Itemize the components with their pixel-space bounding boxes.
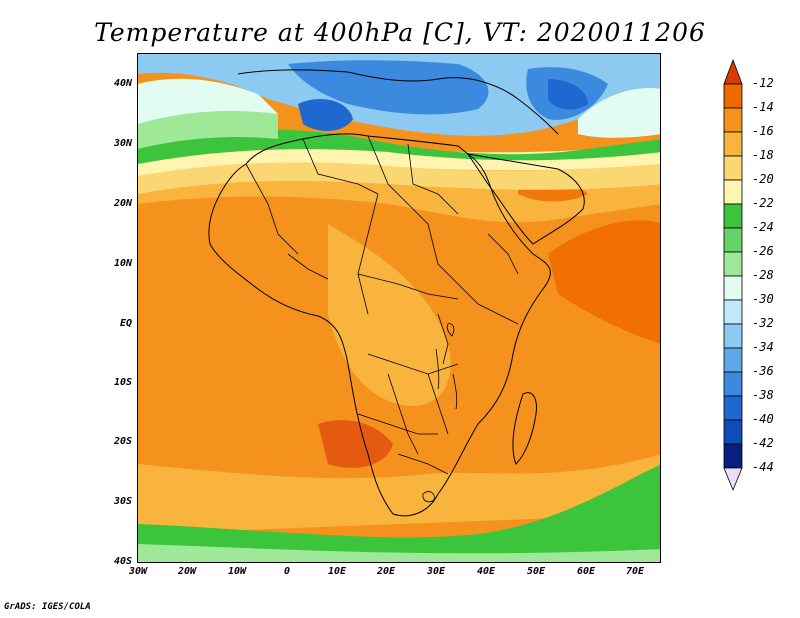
colorbar-swatch (723, 251, 743, 277)
lat-label-40N: 40N (113, 78, 132, 89)
inland-lakes (422, 323, 458, 503)
colorbar-tick-label: -16 (752, 124, 774, 138)
colorbar-tick-label: -30 (752, 292, 774, 306)
lon-label-30W: 30W (128, 566, 148, 577)
chart-title: Temperature at 400hPa [C], VT: 202001120… (94, 18, 706, 47)
lat-label-30N: 30N (113, 138, 132, 149)
field-green-light-south (138, 544, 660, 562)
colorbar-tick-label: -14 (752, 100, 774, 114)
europe-coast (237, 69, 559, 135)
colorbar-tick-label: -38 (752, 388, 774, 402)
field-warm-south (318, 420, 393, 468)
field-light-orange-central (328, 224, 451, 406)
madagascar (512, 392, 537, 465)
lon-label-30E: 30E (426, 566, 446, 577)
country-borders (245, 135, 519, 475)
colorbar-swatch (723, 371, 743, 397)
field-blue (288, 60, 489, 115)
coastlines (208, 69, 585, 517)
colorbar-tick-label: -22 (752, 196, 774, 210)
lon-label-10E: 10E (327, 566, 347, 577)
colorbar-tick-label: -32 (752, 316, 774, 330)
field-green-light (138, 108, 278, 149)
colorbar-tick-label: -42 (752, 436, 774, 450)
lon-label-0: 0 (283, 566, 291, 577)
colorbar-swatch (723, 299, 743, 325)
colorbar-swatch (723, 107, 743, 133)
field-warm-east (548, 220, 660, 344)
colorbar-tick-label: -28 (752, 268, 774, 282)
colorbar-tick-label: -36 (752, 364, 774, 378)
colorbar-swatch (723, 155, 743, 181)
colorbar-tick-label: -18 (752, 148, 774, 162)
colorbar-tick-label: -20 (752, 172, 774, 186)
temperature-field-map (138, 54, 660, 562)
map-panel (137, 53, 661, 563)
colorbar-swatch (723, 395, 743, 421)
lon-label-20W: 20W (177, 566, 197, 577)
colorbar-tick-label: -40 (752, 412, 774, 426)
colorbar-swatch (723, 83, 743, 109)
lon-label-10W: 10W (227, 566, 247, 577)
field-green-sw (138, 464, 660, 562)
lat-label-EQ: EQ (119, 318, 132, 329)
footer-credit: GrADS: IGES/COLA (4, 602, 91, 612)
colorbar-bottom-arrow (723, 467, 743, 492)
colorbar-tick-label: -26 (752, 244, 774, 258)
lon-label-60E: 60E (576, 566, 596, 577)
field-blue-dark-east (548, 79, 588, 110)
lat-label-10S: 10S (113, 377, 132, 388)
colorbar-swatch (723, 443, 743, 469)
colorbar-tick-label: -12 (752, 76, 774, 90)
colorbar-swatch (723, 203, 743, 229)
field-light-orange-south (138, 454, 660, 534)
colorbar-swatch (723, 275, 743, 301)
field-cream (138, 144, 660, 176)
colorbar-swatch (723, 227, 743, 253)
lat-label-20S: 20S (113, 436, 132, 447)
field-yellow (138, 157, 660, 194)
lon-label-40E: 40E (476, 566, 496, 577)
field-cyan-east (578, 87, 660, 138)
field-blue-dark (298, 99, 353, 131)
lat-label-40S: 40S (113, 556, 132, 567)
lon-label-20E: 20E (376, 566, 396, 577)
colorbar-swatch (723, 419, 743, 445)
colorbar-swatch (723, 131, 743, 157)
africa-coast (208, 133, 551, 517)
colorbar-swatch (723, 323, 743, 349)
colorbar-top-arrow (723, 58, 743, 85)
lat-label-20N: 20N (113, 198, 132, 209)
lon-label-50E: 50E (526, 566, 546, 577)
arabia-coast (466, 153, 585, 245)
colorbar-tick-label: -24 (752, 220, 774, 234)
colorbar-tick-label: -44 (752, 460, 774, 474)
colorbar (723, 58, 743, 492)
lon-label-70E: 70E (625, 566, 645, 577)
colorbar-swatch (723, 179, 743, 205)
colorbar-tick-label: -34 (752, 340, 774, 354)
field-cyan (138, 78, 278, 124)
lat-label-10N: 10N (113, 258, 132, 269)
lat-label-30S: 30S (113, 496, 132, 507)
colorbar-swatch (723, 347, 743, 373)
